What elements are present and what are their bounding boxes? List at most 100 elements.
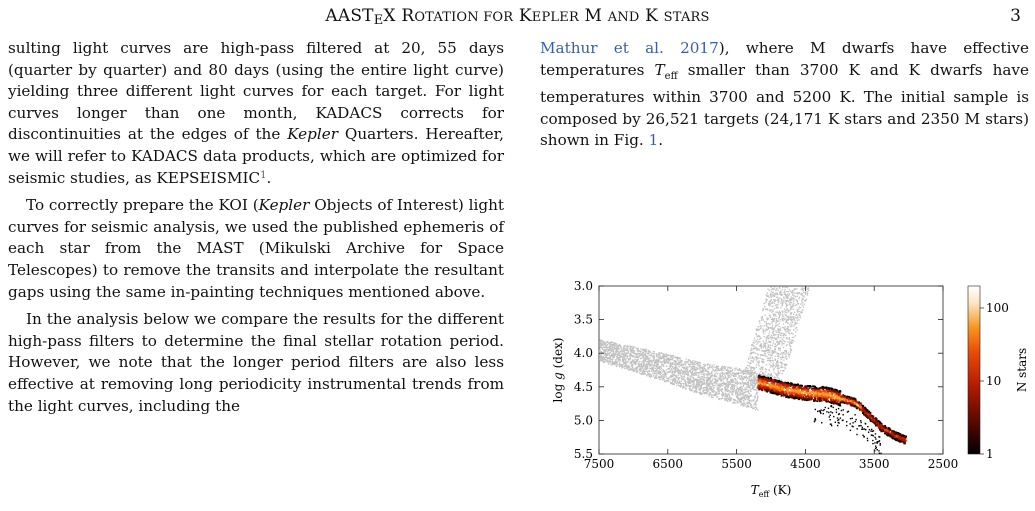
background-point: [786, 299, 788, 301]
background-point: [783, 340, 786, 342]
background-point: [781, 341, 783, 343]
background-point: [604, 355, 606, 357]
background-point: [748, 383, 750, 385]
background-point: [750, 359, 752, 362]
background-point: [686, 373, 688, 375]
background-point: [656, 362, 658, 364]
density-point: [902, 434, 905, 437]
background-point: [653, 358, 655, 360]
background-point: [735, 373, 737, 376]
background-point: [769, 310, 771, 312]
background-point: [688, 385, 690, 387]
background-point: [768, 331, 771, 333]
figure-1-link[interactable]: 1: [648, 131, 659, 150]
background-point: [683, 363, 685, 366]
background-point: [614, 345, 616, 347]
background-point: [645, 370, 647, 373]
background-point: [665, 372, 668, 374]
background-point: [775, 318, 778, 320]
background-point: [650, 376, 652, 378]
background-point: [686, 368, 688, 370]
background-point: [761, 318, 763, 320]
background-point: [625, 361, 628, 363]
background-point: [756, 387, 758, 389]
background-point: [692, 382, 694, 384]
background-point: [756, 379, 758, 381]
background-point: [742, 397, 744, 400]
background-point: [671, 371, 674, 373]
background-point: [716, 384, 718, 386]
background-point: [776, 296, 778, 298]
background-point: [734, 402, 736, 404]
background-point: [640, 370, 642, 372]
background-point: [657, 368, 660, 370]
background-point: [765, 369, 768, 371]
background-point: [671, 381, 673, 384]
density-point: [862, 408, 865, 410]
background-point: [709, 377, 712, 379]
background-point: [779, 353, 782, 355]
background-point: [778, 311, 780, 314]
background-point: [687, 383, 690, 385]
background-point: [617, 350, 619, 353]
background-point: [790, 316, 792, 318]
background-point: [775, 293, 777, 296]
background-point: [790, 313, 792, 316]
background-point: [669, 359, 671, 361]
background-point: [774, 338, 777, 341]
background-point: [701, 378, 704, 381]
background-point: [794, 324, 796, 326]
background-point: [663, 354, 665, 356]
background-point: [748, 365, 750, 367]
background-point: [774, 344, 776, 346]
background-point: [767, 329, 769, 331]
background-point: [769, 300, 772, 302]
background-point: [704, 383, 706, 385]
background-point: [773, 294, 775, 296]
background-point: [718, 387, 720, 390]
density-point: [800, 395, 802, 398]
background-point: [745, 388, 747, 391]
background-point: [755, 356, 758, 358]
footnote-1-link[interactable]: 1: [260, 169, 267, 181]
background-point: [746, 382, 748, 384]
background-point: [748, 402, 750, 404]
background-point: [784, 364, 786, 366]
background-point: [709, 387, 711, 390]
background-point: [651, 364, 653, 366]
background-point: [697, 378, 699, 381]
background-point: [798, 319, 800, 321]
background-point: [753, 377, 755, 380]
background-point: [718, 397, 720, 400]
background-point: [683, 379, 685, 381]
background-point: [770, 354, 772, 356]
background-point: [756, 399, 758, 401]
background-point: [653, 363, 656, 366]
background-point: [623, 355, 625, 357]
background-point: [614, 363, 616, 366]
background-point: [691, 390, 693, 392]
background-point: [605, 354, 608, 356]
background-point: [641, 366, 643, 368]
background-point: [756, 353, 759, 355]
background-point: [629, 354, 631, 356]
background-point: [618, 357, 620, 359]
citation-mathur-2017[interactable]: Mathur et al. 2017: [540, 39, 719, 57]
background-point: [764, 352, 766, 355]
background-point: [715, 379, 718, 381]
background-point: [766, 335, 768, 338]
density-point: [831, 391, 834, 393]
density-point: [866, 409, 869, 412]
background-point: [730, 386, 732, 389]
background-point: [735, 392, 737, 395]
background-point: [776, 340, 778, 342]
background-point: [641, 368, 643, 370]
background-point: [613, 361, 615, 363]
background-point: [694, 386, 697, 388]
background-point: [614, 354, 616, 356]
background-point: [658, 367, 661, 369]
background-point: [664, 373, 666, 376]
background-point: [629, 348, 631, 350]
background-point: [735, 379, 737, 381]
background-point: [789, 301, 792, 303]
